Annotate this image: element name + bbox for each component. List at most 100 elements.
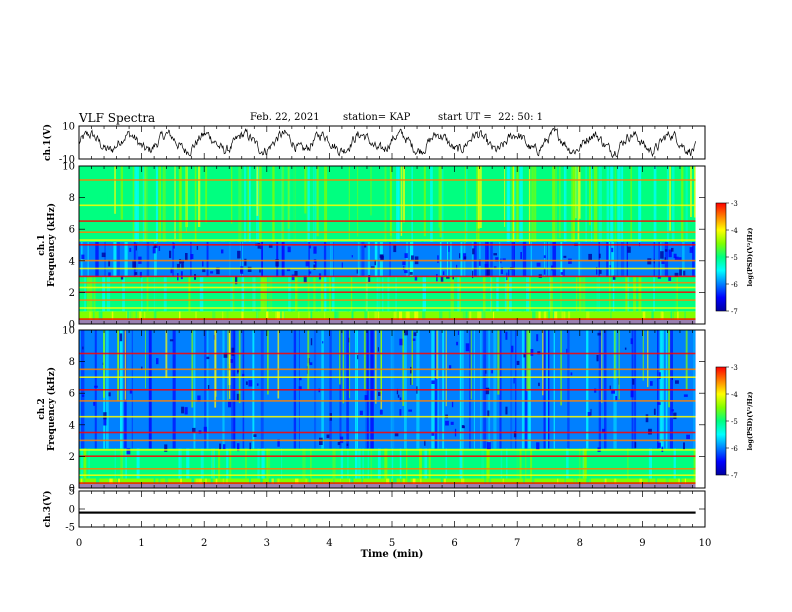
- band-streak: [241, 276, 244, 312]
- low-speckle: [410, 366, 412, 374]
- band-streak: [504, 276, 508, 312]
- low-speckle: [309, 245, 311, 249]
- low-speckle: [404, 270, 408, 274]
- band-streak: [334, 311, 338, 324]
- start-time-label: start UT = 22: 50: 1: [438, 112, 544, 123]
- band-streak: [357, 448, 361, 479]
- band-streak: [367, 448, 371, 479]
- low-speckle: [129, 389, 132, 394]
- tone-line: [79, 204, 696, 207]
- band-streak: [357, 448, 360, 479]
- tone-line: [79, 275, 696, 278]
- band-streak: [521, 276, 524, 312]
- low-speckle: [81, 394, 85, 397]
- band-streak: [362, 448, 364, 479]
- band-streak: [136, 448, 140, 479]
- tone-line: [79, 259, 696, 262]
- band-streak: [358, 241, 361, 277]
- low-speckle: [152, 246, 156, 254]
- low-speckle: [491, 369, 493, 374]
- tone-line: [79, 267, 696, 270]
- band-streak: [479, 241, 481, 277]
- band-streak: [319, 276, 321, 312]
- band-streak: [320, 166, 324, 242]
- low-speckle: [612, 275, 616, 280]
- band-streak: [642, 311, 646, 324]
- burst: [589, 166, 591, 226]
- band-streak: [217, 241, 220, 277]
- band-streak: [517, 448, 520, 479]
- band-streak: [561, 166, 566, 242]
- band-streak: [125, 448, 127, 479]
- band-streak: [514, 241, 517, 277]
- band-streak: [310, 311, 313, 324]
- band-streak: [382, 276, 384, 312]
- tone-line: [79, 376, 696, 378]
- band-streak: [434, 241, 438, 277]
- burst: [528, 330, 531, 391]
- burst: [647, 330, 649, 388]
- band-streak: [593, 276, 595, 312]
- burst: [185, 166, 187, 233]
- band-streak: [637, 448, 639, 479]
- tone-line: [79, 468, 696, 470]
- low-speckle: [493, 253, 497, 256]
- burst: [215, 330, 217, 397]
- band-streak: [482, 311, 486, 324]
- band-streak: [555, 448, 559, 479]
- band-streak: [337, 311, 340, 324]
- band-streak: [122, 448, 125, 479]
- burst: [339, 330, 341, 385]
- band-streak: [136, 166, 139, 242]
- burst: [144, 166, 147, 241]
- y-tick-label: 10: [62, 122, 75, 133]
- station-label: station= KAP: [343, 112, 411, 123]
- band-streak: [298, 311, 300, 324]
- y-tick-label: 2: [69, 288, 75, 299]
- low-speckle: [221, 249, 224, 254]
- band-streak: [692, 241, 695, 277]
- band-streak: [561, 311, 565, 324]
- band-streak: [377, 311, 380, 324]
- band-streak: [281, 448, 283, 479]
- band-streak: [220, 448, 222, 479]
- band-streak: [99, 448, 103, 479]
- low-speckle: [495, 257, 499, 262]
- low-speckle: [445, 420, 449, 426]
- band-streak: [430, 166, 433, 242]
- band-streak: [324, 311, 326, 324]
- low-speckle: [645, 414, 649, 423]
- band-streak: [447, 241, 448, 277]
- low-speckle: [108, 392, 111, 397]
- low-speckle: [520, 252, 522, 260]
- band-streak: [93, 276, 97, 312]
- low-speckle: [129, 247, 132, 252]
- band-streak: [259, 166, 262, 242]
- band-streak: [450, 241, 452, 277]
- band-streak: [578, 448, 581, 479]
- waveform-ch1: [78, 127, 696, 159]
- band-streak: [139, 311, 142, 324]
- low-speckle: [192, 427, 196, 433]
- band-streak: [415, 311, 419, 324]
- low-speckle: [206, 356, 210, 360]
- low-speckle: [664, 249, 668, 252]
- band-streak: [226, 448, 229, 479]
- band-streak: [514, 166, 516, 242]
- band-streak: [89, 311, 92, 324]
- band-streak: [530, 241, 532, 277]
- burst: [370, 166, 372, 216]
- band-streak: [526, 276, 530, 312]
- band-streak: [241, 241, 243, 277]
- low-speckle: [668, 276, 672, 281]
- band-streak: [617, 166, 621, 242]
- y-tick-label: 6: [69, 225, 75, 236]
- band-streak: [614, 166, 617, 242]
- low-speckle: [450, 421, 454, 425]
- band-streak: [212, 448, 214, 479]
- band-streak: [582, 276, 586, 312]
- band-streak: [217, 166, 220, 242]
- burst: [198, 166, 201, 227]
- band-streak: [560, 276, 562, 312]
- band-streak: [625, 276, 627, 312]
